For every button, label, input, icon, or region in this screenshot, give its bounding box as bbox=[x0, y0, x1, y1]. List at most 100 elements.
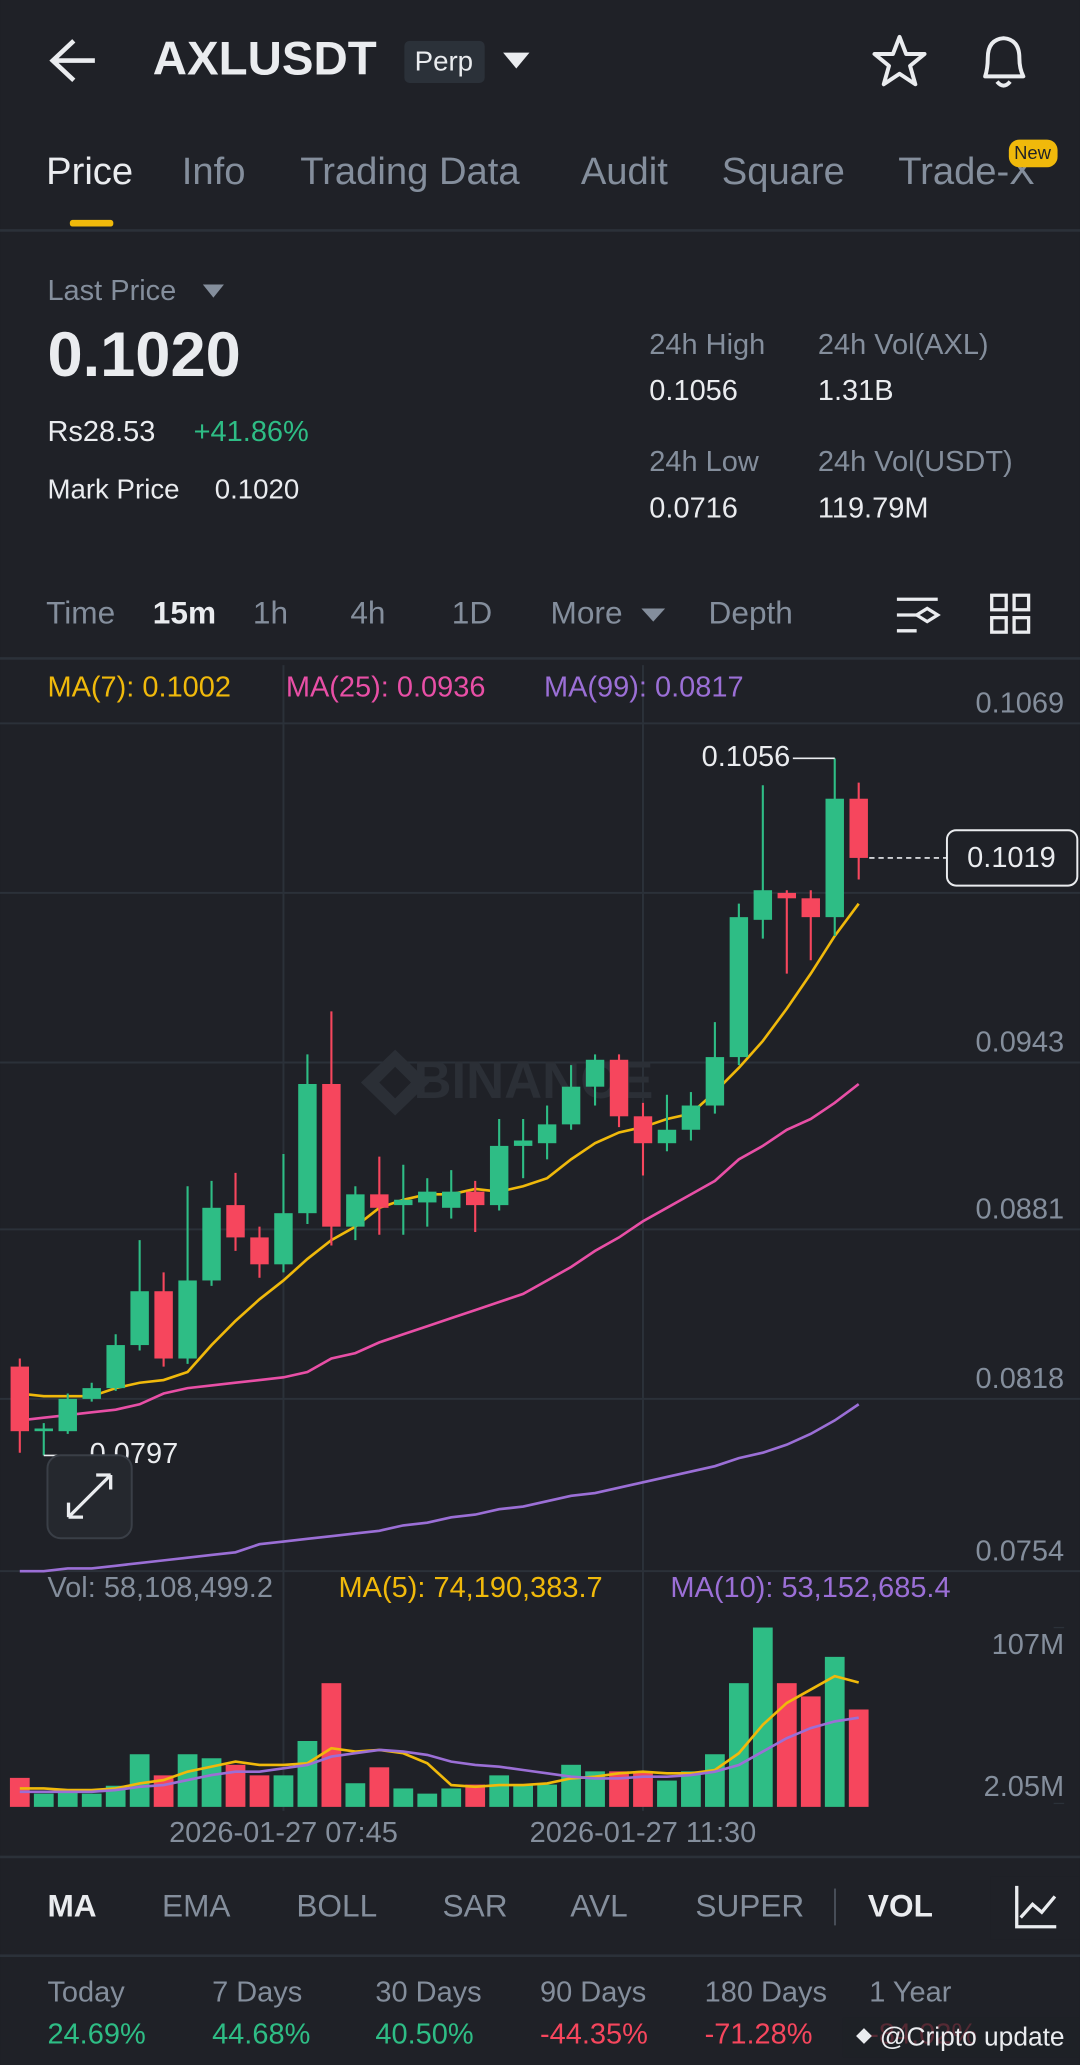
dropdown-icon[interactable] bbox=[202, 284, 224, 298]
indicator-settings-icon[interactable] bbox=[1015, 1885, 1057, 1929]
volume-bar bbox=[489, 1775, 510, 1807]
candle-body bbox=[561, 1086, 581, 1125]
mark-price: 0.1020 bbox=[215, 474, 300, 505]
last-price-label: Last Price bbox=[47, 275, 176, 307]
indicator[interactable]: SUPER bbox=[695, 1888, 804, 1924]
performance-value: 24.69% bbox=[47, 2019, 145, 2051]
volume-area bbox=[9, 1627, 869, 1807]
x-tick-label: 2026-01-27 11:30 bbox=[530, 1817, 757, 1849]
chart-settings-icon[interactable] bbox=[896, 597, 941, 633]
candle-body bbox=[58, 1398, 77, 1432]
y-tick-label: 0.0754 bbox=[976, 1535, 1065, 1567]
tab[interactable]: Price bbox=[46, 150, 133, 193]
alert-icon[interactable] bbox=[983, 36, 1026, 88]
volume-ma-line bbox=[19, 1716, 859, 1794]
candle-body bbox=[825, 798, 844, 918]
volume-bar bbox=[657, 1780, 677, 1807]
candle-body bbox=[10, 1366, 30, 1432]
candle-body bbox=[322, 1084, 341, 1227]
active-tab-indicator bbox=[69, 219, 114, 227]
candle-body bbox=[106, 1345, 125, 1389]
indicator[interactable]: VOL bbox=[868, 1888, 933, 1924]
candle-body bbox=[681, 1105, 701, 1130]
performance: Today 24.69% 7 Days 44.68% 30 Days 40.50% 90 D… bbox=[47, 1977, 977, 2051]
symbol-dropdown[interactable] bbox=[503, 52, 530, 69]
volume-tick-label: 2.05M bbox=[984, 1771, 1065, 1803]
volume-bar bbox=[609, 1771, 629, 1807]
plot-area bbox=[10, 758, 868, 1573]
price-chart: 2026-01-27 07:45 2026-01-27 11:30 0.1069 0.… bbox=[0, 665, 1080, 1849]
candle-body bbox=[442, 1191, 461, 1208]
more-dropdown[interactable] bbox=[641, 608, 666, 622]
volume-bar bbox=[705, 1754, 725, 1807]
stat-value: 1.31B bbox=[818, 375, 894, 407]
stat-label: 24h High bbox=[649, 329, 765, 361]
interval[interactable]: More bbox=[551, 594, 623, 630]
performance-label: 90 Days bbox=[540, 1977, 646, 2009]
volume-bar bbox=[393, 1788, 414, 1807]
mark-price-label: Mark Price bbox=[47, 474, 179, 505]
volume-ma-legend: MA(5): 74,190,383.7 bbox=[339, 1572, 603, 1604]
volume-bar bbox=[728, 1683, 749, 1807]
candle-body bbox=[753, 890, 773, 920]
volume-ma-line bbox=[19, 1674, 860, 1792]
y-tick-label: 0.0943 bbox=[976, 1027, 1065, 1059]
volume-bar bbox=[465, 1784, 486, 1807]
interval[interactable]: Time bbox=[46, 594, 115, 630]
tab-bar: Price Info Trading Data Audit Square Trade-X bbox=[46, 150, 1035, 193]
volume-bar bbox=[848, 1709, 869, 1807]
badge-bg bbox=[404, 40, 485, 83]
volume-bar bbox=[369, 1767, 390, 1807]
candle-body bbox=[585, 1059, 605, 1087]
ma-legend: MA(99): 0.0817 bbox=[544, 671, 744, 703]
candle-body bbox=[729, 917, 749, 1058]
expand-button[interactable] bbox=[46, 1454, 133, 1540]
volume-bar bbox=[752, 1627, 773, 1807]
performance-value: 44.68% bbox=[212, 2019, 310, 2051]
y-tick-label: 0.0881 bbox=[976, 1194, 1065, 1226]
tab[interactable]: Trading Data bbox=[300, 150, 520, 193]
watermark-bg bbox=[842, 2017, 1080, 2058]
tab[interactable]: Audit bbox=[581, 150, 668, 193]
back-button[interactable] bbox=[49, 39, 95, 83]
candle-body bbox=[465, 1191, 485, 1206]
last-price: 0.1020 bbox=[47, 320, 240, 390]
volume-bar bbox=[201, 1758, 222, 1807]
high-label: 0.1056 bbox=[702, 741, 791, 773]
performance-label: 7 Days bbox=[212, 1977, 302, 2009]
candle-body bbox=[418, 1191, 437, 1203]
fiat-price: Rs28.53 bbox=[47, 416, 155, 448]
interval[interactable]: 1D bbox=[452, 594, 492, 630]
indicator[interactable]: BOLL bbox=[296, 1888, 377, 1924]
volume-bar bbox=[297, 1741, 318, 1807]
candle-body bbox=[489, 1145, 509, 1206]
tab[interactable]: Square bbox=[722, 150, 845, 193]
tab[interactable]: Info bbox=[182, 150, 246, 193]
last-price-tag: 0.1019 bbox=[967, 842, 1056, 874]
volume-bar bbox=[561, 1764, 581, 1807]
performance-label: Today bbox=[47, 1977, 125, 2009]
indicator[interactable]: EMA bbox=[162, 1888, 231, 1924]
layout-icon[interactable] bbox=[990, 593, 1031, 634]
volume-tick-label: 107M bbox=[992, 1629, 1064, 1661]
ma-legend: MA(7): 0.1002 bbox=[47, 671, 231, 703]
candle-body bbox=[777, 892, 797, 899]
y-tick-label: 0.0818 bbox=[976, 1363, 1065, 1395]
volume-bar bbox=[417, 1793, 438, 1807]
interval[interactable]: 1h bbox=[253, 594, 288, 630]
interval[interactable]: 15m bbox=[153, 594, 216, 630]
interval[interactable]: Depth bbox=[709, 594, 793, 630]
candle-body bbox=[178, 1280, 197, 1359]
indicator[interactable]: AVL bbox=[570, 1888, 627, 1924]
stat-value: 0.0716 bbox=[649, 492, 738, 524]
candle-body bbox=[226, 1205, 245, 1238]
indicator[interactable]: SAR bbox=[443, 1888, 508, 1924]
indicator[interactable]: MA bbox=[47, 1888, 96, 1924]
new-badge: New bbox=[1014, 142, 1052, 163]
interval[interactable]: 4h bbox=[350, 594, 385, 630]
favorite-icon[interactable] bbox=[872, 34, 927, 87]
candle-body bbox=[250, 1237, 269, 1265]
y-tick-label: 0.1069 bbox=[976, 688, 1065, 720]
